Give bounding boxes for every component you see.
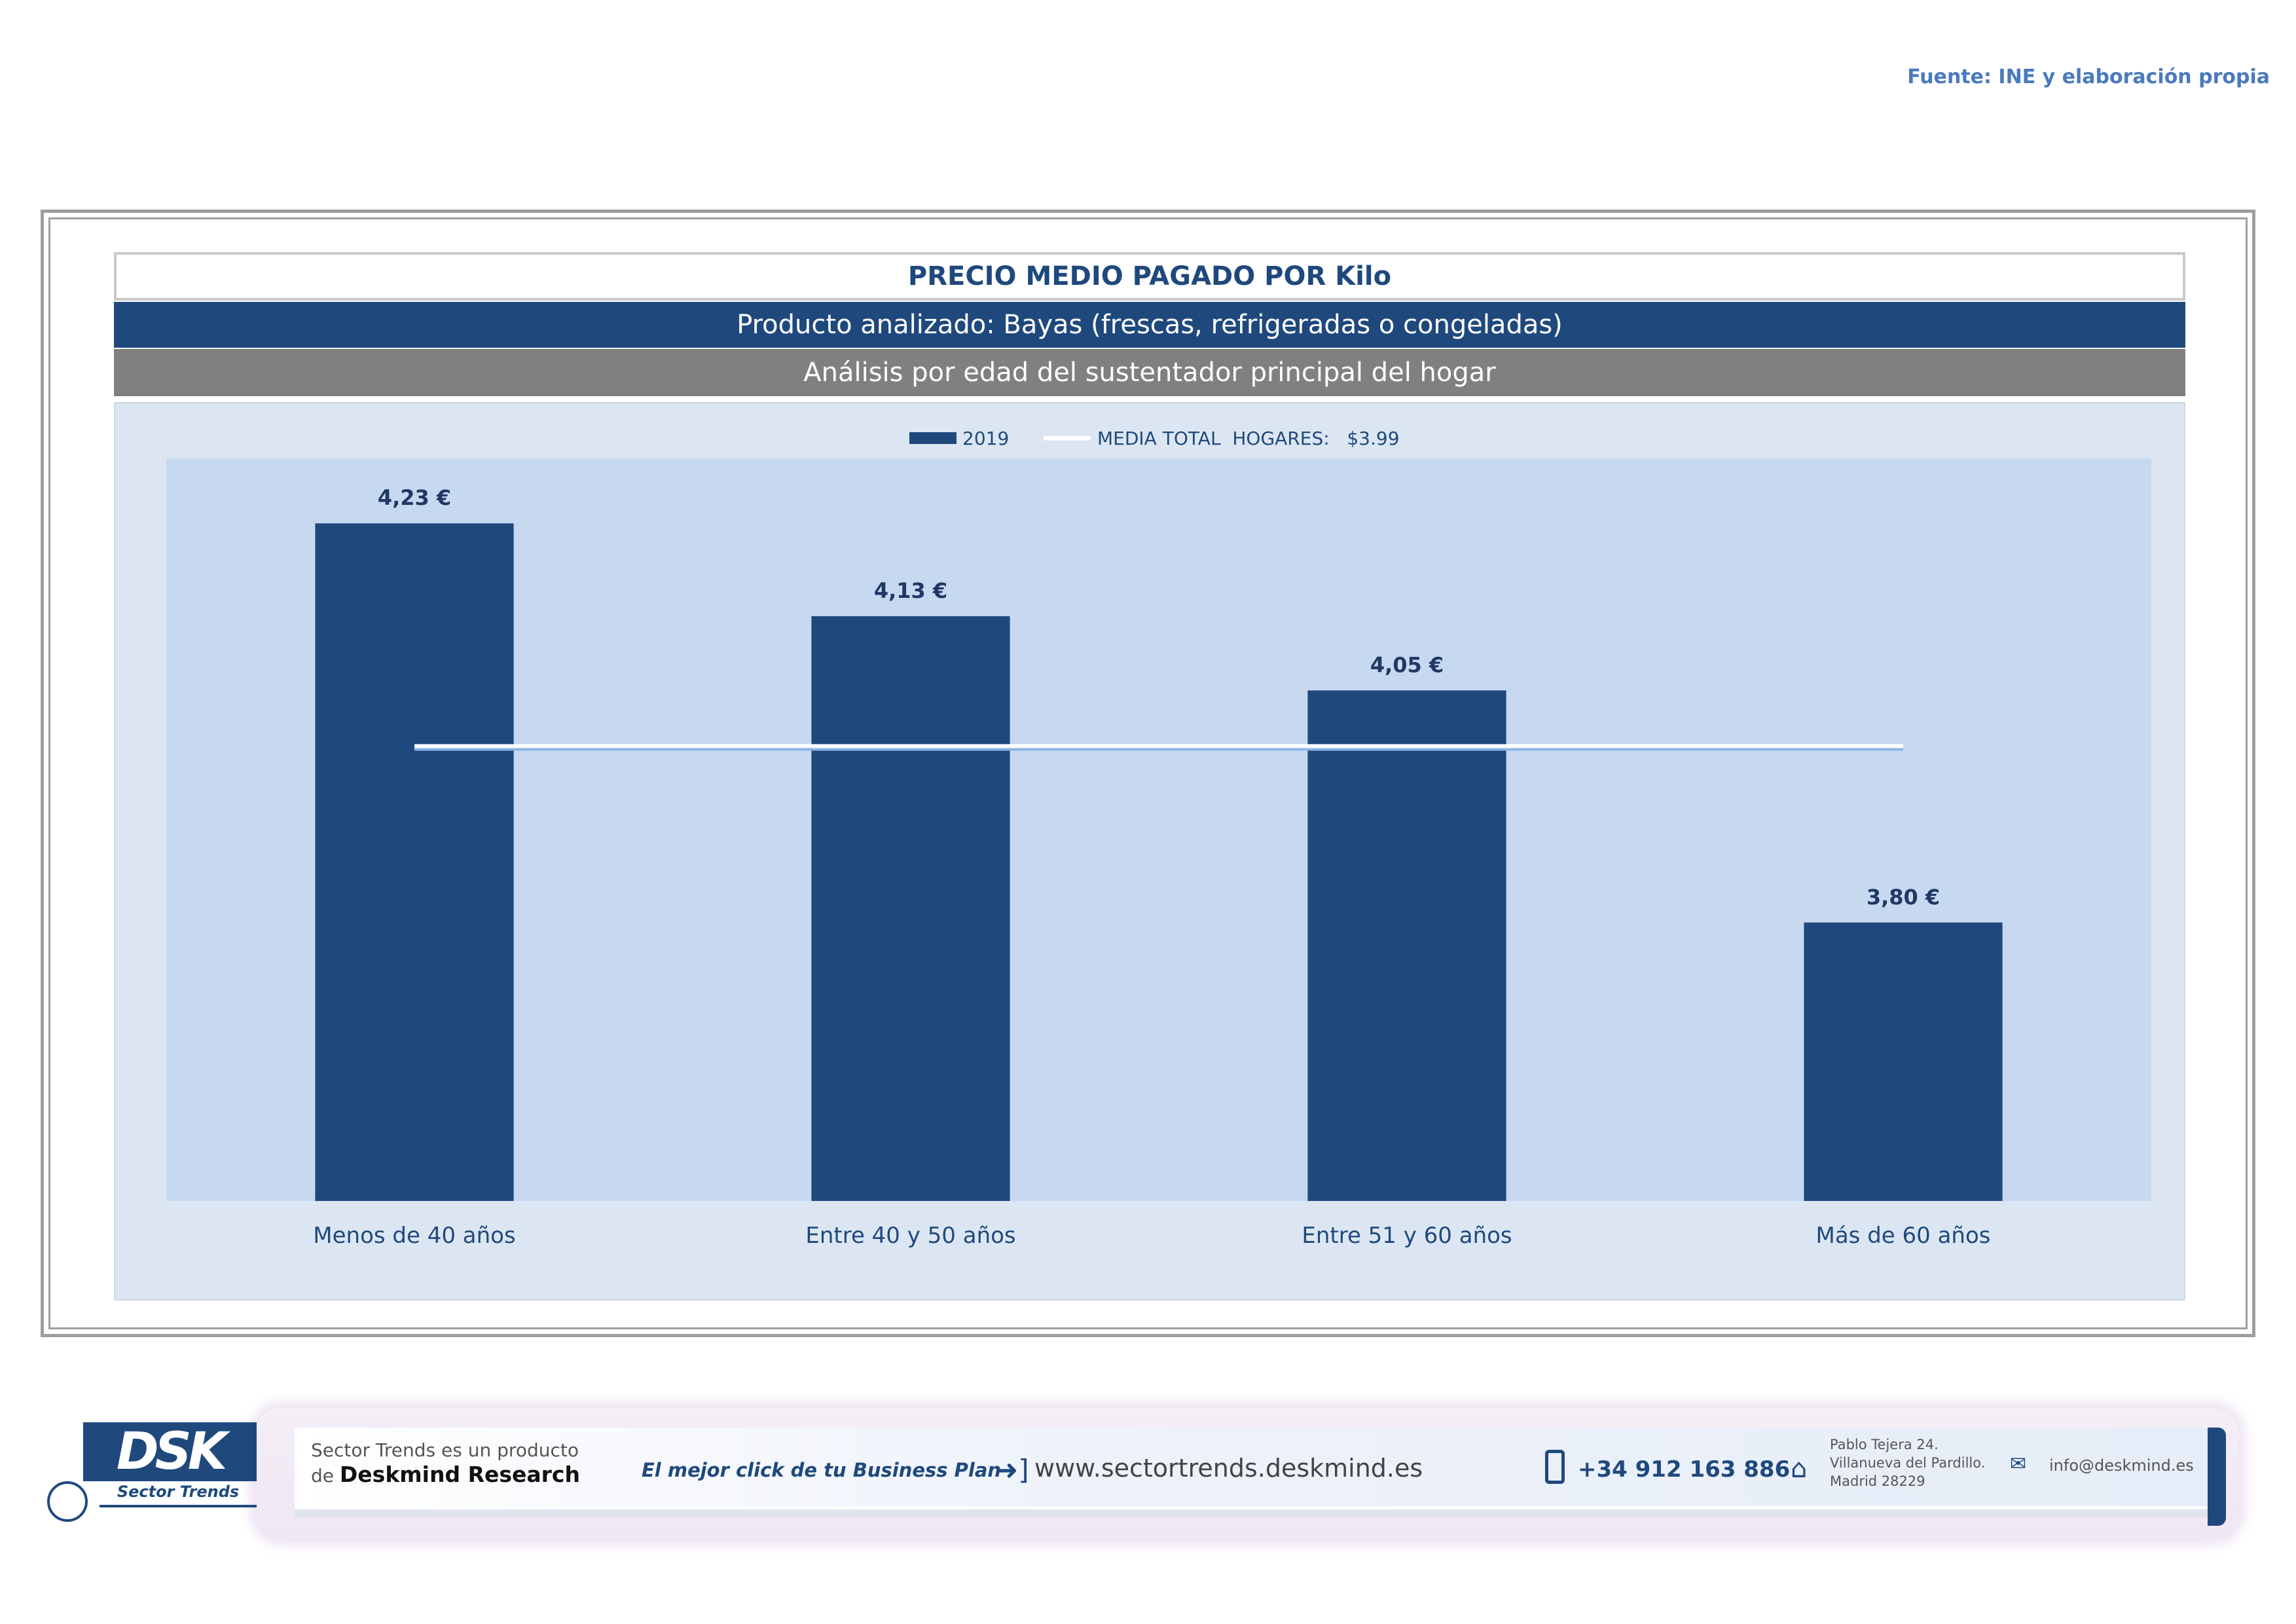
legend-swatch-2019 xyxy=(909,432,957,444)
product-line-2-prefix: de xyxy=(311,1465,334,1486)
category-label-2: Entre 40 y 50 años xyxy=(805,1223,1015,1249)
outer-frame xyxy=(41,210,2255,1337)
data-label-2: 4,13 € xyxy=(874,578,947,603)
chart-area: 2019 MEDIA TOTAL HOGARES: $3.99 4,23 € Me… xyxy=(114,402,2185,1301)
analysis-band: Análisis por edad del sustentador princi… xyxy=(114,349,2185,396)
phone-icon xyxy=(1545,1450,1565,1484)
chart-title: PRECIO MEDIO PAGADO POR Kilo xyxy=(114,252,2185,301)
bar-4 xyxy=(1804,922,2003,1201)
legend-label-media: MEDIA TOTAL HOGARES: $3.99 xyxy=(1097,428,1400,449)
dsk-logo: DSK Sector Trends xyxy=(47,1422,257,1522)
category-label-4: Más de 60 años xyxy=(1816,1223,1991,1249)
source-note: Fuente: INE y elaboración propia xyxy=(1907,65,2270,88)
bar-2 xyxy=(811,616,1010,1201)
arrow-right-icon: ➜] xyxy=(995,1454,1029,1486)
inner-frame xyxy=(48,217,2248,1329)
category-label-3: Entre 51 y 60 años xyxy=(1302,1223,1512,1249)
banner-accent xyxy=(2208,1428,2226,1526)
home-icon: ⌂ xyxy=(1791,1454,1808,1484)
product-line-1: Sector Trends es un producto xyxy=(311,1439,579,1461)
logo-subtitle: Sector Trends xyxy=(100,1483,257,1507)
footer: Sector Trends es un producto de Deskmind… xyxy=(39,1395,2239,1559)
address-line-2: Villanueva del Pardillo. xyxy=(1830,1455,1986,1471)
website-link[interactable]: www.sectortrends.deskmind.es xyxy=(1034,1454,1423,1483)
data-label-3: 4,05 € xyxy=(1370,652,1444,677)
address-line-3: Madrid 28229 xyxy=(1830,1473,1925,1489)
legend-label-2019: 2019 xyxy=(962,428,1009,449)
data-label-1: 4,23 € xyxy=(378,485,451,510)
mail-icon: ✉ xyxy=(2010,1452,2027,1475)
bar-chart: 2019 MEDIA TOTAL HOGARES: $3.99 4,23 € Me… xyxy=(166,428,2151,1249)
bar-3 xyxy=(1307,690,1506,1201)
slogan: El mejor click de tu Business Plan xyxy=(642,1459,1002,1481)
product-line-2: de Deskmind Research xyxy=(311,1462,580,1487)
logo-text: DSK xyxy=(83,1422,257,1481)
data-label-4: 3,80 € xyxy=(1867,885,1940,910)
footer-banner: Sector Trends es un producto de Deskmind… xyxy=(255,1408,2239,1539)
brand-name: Deskmind Research xyxy=(339,1462,580,1487)
product-band: Producto analizado: Bayas (frescas, refr… xyxy=(114,302,2185,348)
bar-1 xyxy=(315,523,514,1201)
banner-inner: Sector Trends es un producto de Deskmind… xyxy=(295,1428,2226,1526)
category-label-1: Menos de 40 años xyxy=(313,1223,515,1249)
address-line-1: Pablo Tejera 24. xyxy=(1830,1437,1939,1452)
email-link[interactable]: info@deskmind.es xyxy=(2049,1456,2194,1475)
phone-number[interactable]: +34 912 163 886 xyxy=(1578,1456,1791,1483)
globe-icon xyxy=(47,1481,88,1522)
